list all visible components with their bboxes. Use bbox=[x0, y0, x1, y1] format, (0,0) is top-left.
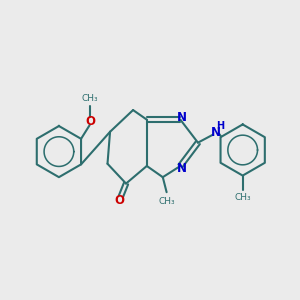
Text: N: N bbox=[177, 162, 187, 175]
Text: N: N bbox=[177, 111, 187, 124]
Text: H: H bbox=[216, 121, 224, 131]
Text: N: N bbox=[211, 126, 221, 139]
Text: O: O bbox=[85, 115, 95, 128]
Text: CH₃: CH₃ bbox=[82, 94, 98, 103]
Text: O: O bbox=[115, 194, 124, 207]
Text: CH₃: CH₃ bbox=[234, 194, 251, 202]
Text: CH₃: CH₃ bbox=[158, 197, 175, 206]
